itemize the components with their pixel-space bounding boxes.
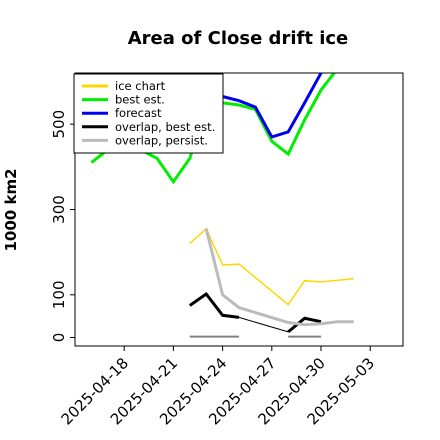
legend-label-best-est-: best est.	[115, 93, 165, 107]
y-axis: 0 100 300 500	[50, 110, 75, 342]
y-tick-label: 300	[50, 195, 68, 224]
series-line-overlap-best-est--4	[238, 316, 289, 333]
legend-label-forecast: forecast	[115, 106, 162, 120]
chart-title: Area of Close drift ice	[128, 28, 349, 49]
legend-label-ice-chart: ice chart	[115, 79, 166, 93]
legend-label-overlap-best-est-: overlap, best est.	[115, 120, 215, 134]
legend-label-overlap-persist-: overlap, persist.	[115, 133, 208, 147]
series-line-overlap-best-est--5	[287, 316, 322, 334]
x-axis: 2025-04-182025-04-212025-04-242025-04-27…	[58, 346, 378, 428]
series-line-overlap-best-est--3	[188, 291, 240, 319]
series-line-overlap-persist--6	[204, 228, 354, 327]
y-tick-label: 100	[50, 280, 68, 309]
series-line-forecast-2	[222, 73, 324, 139]
y-axis-label: 1000 km2	[2, 168, 20, 251]
y-tick-label: 500	[50, 110, 68, 139]
y-tick-label: 0	[50, 333, 68, 343]
